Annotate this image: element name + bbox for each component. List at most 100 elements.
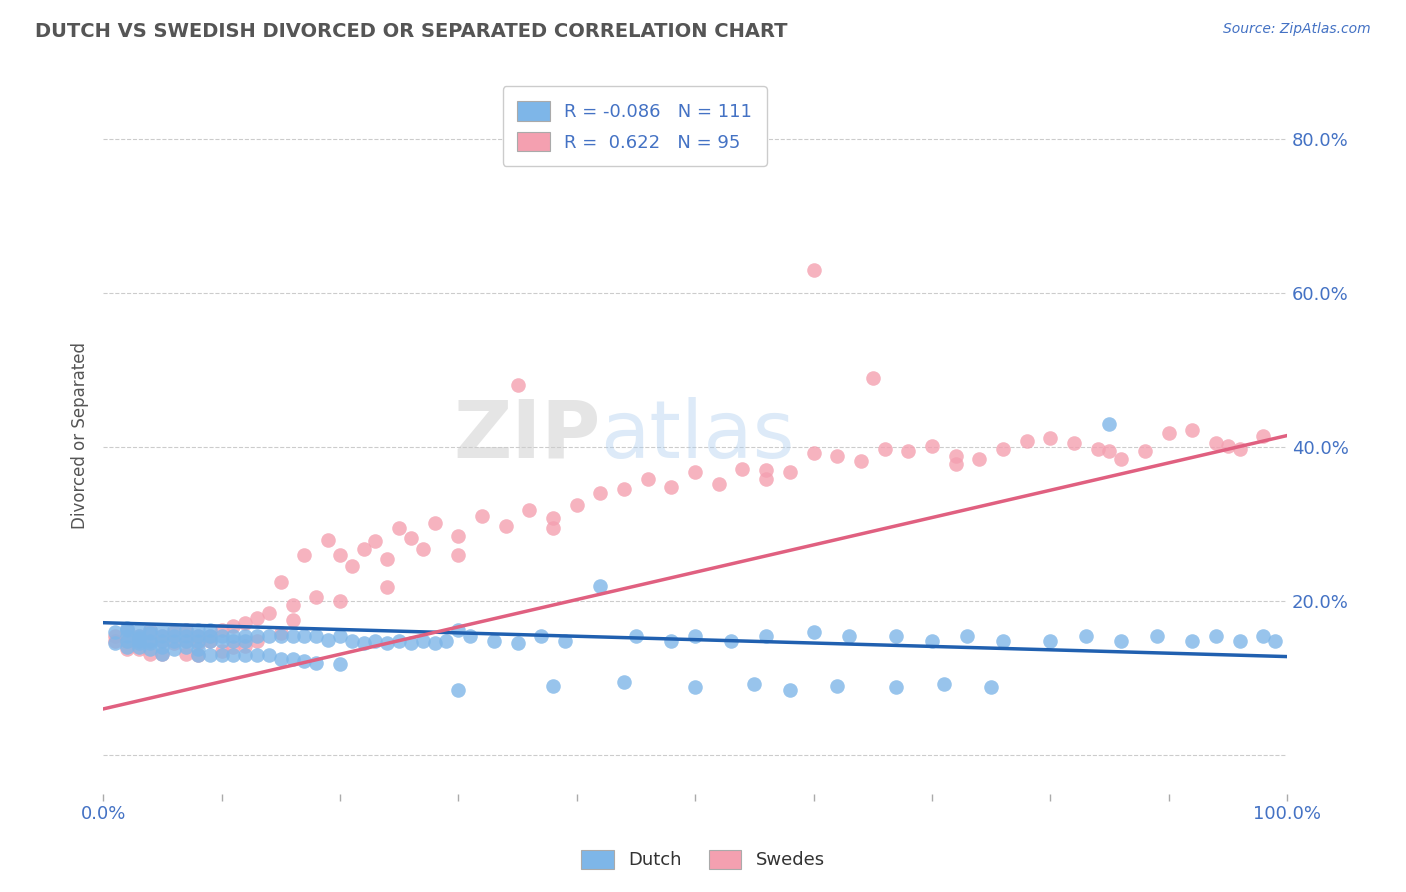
Point xyxy=(471,509,494,524)
Point xyxy=(803,263,825,277)
Point xyxy=(423,516,446,530)
Point xyxy=(541,511,564,525)
Point xyxy=(825,450,848,464)
Point xyxy=(174,624,197,638)
Text: atlas: atlas xyxy=(600,397,794,475)
Point xyxy=(945,457,967,471)
Point xyxy=(246,629,269,643)
Point xyxy=(423,636,446,650)
Point xyxy=(1181,634,1204,648)
Point xyxy=(1253,629,1275,643)
Point xyxy=(150,647,173,661)
Point xyxy=(139,624,162,638)
Point xyxy=(956,629,979,643)
Point xyxy=(187,624,209,638)
Point xyxy=(624,629,647,643)
Point xyxy=(613,675,636,690)
Point xyxy=(139,636,162,650)
Point xyxy=(198,634,221,648)
Point xyxy=(150,647,173,661)
Point xyxy=(731,461,754,475)
Point xyxy=(198,629,221,643)
Point xyxy=(198,648,221,662)
Point xyxy=(174,624,197,638)
Point xyxy=(150,629,173,643)
Point xyxy=(281,614,304,628)
Point xyxy=(375,580,398,594)
Point xyxy=(1015,434,1038,448)
Point xyxy=(174,634,197,648)
Point xyxy=(246,634,269,648)
Point xyxy=(353,636,375,650)
Point xyxy=(305,656,328,670)
Y-axis label: Divorced or Separated: Divorced or Separated xyxy=(72,342,89,529)
Point xyxy=(187,648,209,662)
Point xyxy=(246,611,269,625)
Point xyxy=(565,498,588,512)
Point xyxy=(294,629,316,643)
Point xyxy=(163,624,186,639)
Point xyxy=(150,629,173,643)
Point xyxy=(541,521,564,535)
Point xyxy=(281,629,304,643)
Point xyxy=(163,624,186,638)
Point xyxy=(495,518,517,533)
Point xyxy=(150,640,173,655)
Point xyxy=(270,629,292,643)
Point xyxy=(174,634,197,648)
Point xyxy=(838,629,860,643)
Point xyxy=(270,574,292,589)
Point xyxy=(945,450,967,464)
Point xyxy=(305,629,328,643)
Point xyxy=(921,634,943,648)
Point xyxy=(589,486,612,500)
Text: Source: ZipAtlas.com: Source: ZipAtlas.com xyxy=(1223,22,1371,37)
Point xyxy=(115,621,138,635)
Point xyxy=(921,439,943,453)
Point xyxy=(198,624,221,638)
Point xyxy=(305,591,328,605)
Point xyxy=(1098,417,1121,431)
Point xyxy=(211,634,233,648)
Legend: R = -0.086   N = 111, R =  0.622   N = 95: R = -0.086 N = 111, R = 0.622 N = 95 xyxy=(503,87,766,166)
Text: DUTCH VS SWEDISH DIVORCED OR SEPARATED CORRELATION CHART: DUTCH VS SWEDISH DIVORCED OR SEPARATED C… xyxy=(35,22,787,41)
Point xyxy=(589,579,612,593)
Point xyxy=(862,371,884,385)
Point xyxy=(447,624,470,638)
Point xyxy=(1146,629,1168,643)
Point xyxy=(447,548,470,562)
Point xyxy=(683,629,706,643)
Point xyxy=(187,629,209,643)
Point xyxy=(399,531,422,545)
Point xyxy=(211,629,233,643)
Text: ZIP: ZIP xyxy=(453,397,600,475)
Point xyxy=(187,648,209,662)
Point xyxy=(211,648,233,662)
Point xyxy=(329,629,352,643)
Point xyxy=(447,529,470,543)
Point xyxy=(329,657,352,672)
Point xyxy=(849,454,872,468)
Point xyxy=(115,624,138,638)
Point xyxy=(1205,436,1227,450)
Point xyxy=(233,615,256,630)
Point xyxy=(720,634,742,648)
Point xyxy=(1133,444,1156,458)
Point xyxy=(128,629,150,643)
Legend: Dutch, Swedes: Dutch, Swedes xyxy=(572,840,834,879)
Point xyxy=(1074,629,1097,643)
Point xyxy=(364,634,387,648)
Point xyxy=(661,634,683,648)
Point xyxy=(779,682,801,697)
Point xyxy=(257,606,280,620)
Point xyxy=(270,652,292,666)
Point xyxy=(115,629,138,643)
Point xyxy=(873,442,896,456)
Point xyxy=(613,483,636,497)
Point xyxy=(104,624,127,639)
Point xyxy=(803,446,825,460)
Point xyxy=(294,548,316,562)
Point xyxy=(1098,444,1121,458)
Point xyxy=(281,652,304,666)
Point xyxy=(1157,426,1180,441)
